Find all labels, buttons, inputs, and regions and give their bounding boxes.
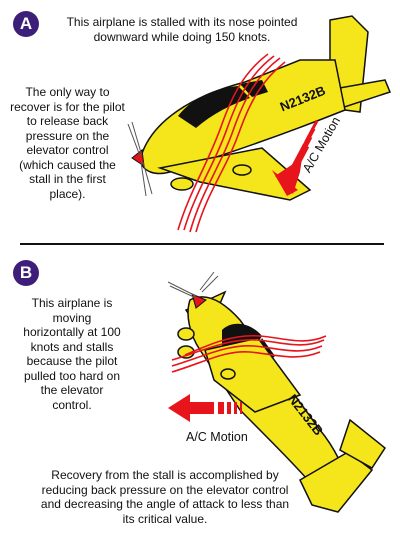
panel-b-airplane (167, 271, 386, 513)
panel-b-motion-label: A/C Motion (186, 430, 248, 444)
panel-a-airplane (127, 15, 392, 201)
panel-b-badge: B (13, 260, 39, 286)
panel-divider (20, 243, 384, 245)
panel-a-recovery-text: The only way to recover is for the pilot… (10, 85, 125, 201)
panel-b-airflow-lines (171, 334, 327, 373)
panel-b-caption: This airplane is moving horizontally at … (23, 296, 121, 412)
panel-a-caption: This airplane is stalled with its nose p… (66, 15, 298, 44)
panel-a-airflow-lines (177, 53, 286, 233)
panel-b-motion-arrow (168, 394, 242, 422)
panel-a-badge: A (13, 11, 39, 37)
panel-a-motion-arrow (272, 119, 319, 196)
panel-b-recovery-text: Recovery from the stall is accomplished … (40, 468, 290, 526)
